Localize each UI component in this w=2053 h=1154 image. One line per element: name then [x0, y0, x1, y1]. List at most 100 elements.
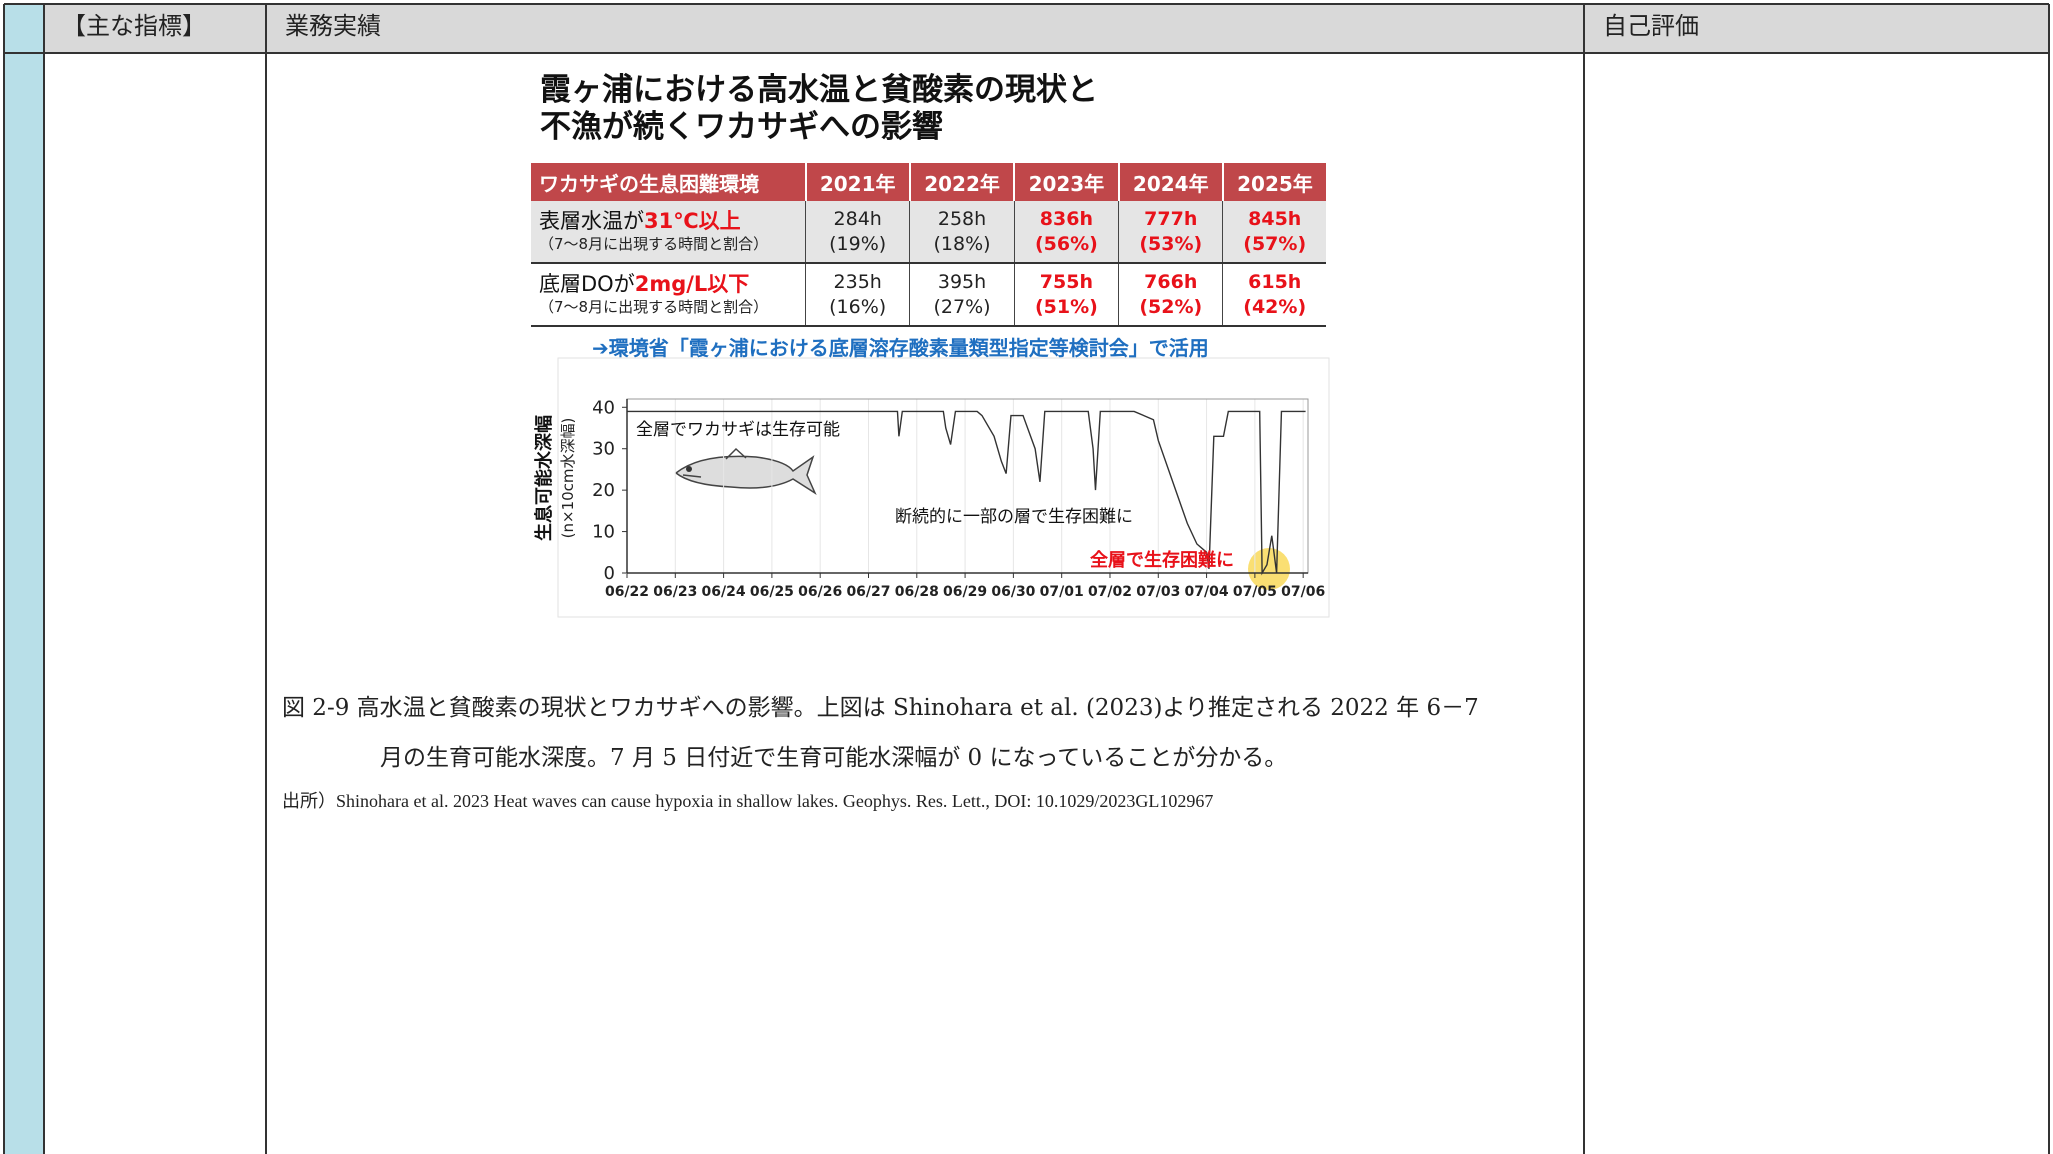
border: [43, 4, 45, 1154]
header-cell: 【主な指標】: [62, 12, 206, 40]
cell-text: 615h: [1248, 270, 1302, 293]
x-tick-label: 06/22: [605, 584, 649, 600]
table-header-cell: 2021年: [804, 163, 910, 201]
annotation: 全層で生存困難に: [1090, 549, 1234, 571]
table-cell: 755h (51%): [1013, 263, 1119, 327]
label-text: 表層水温が: [539, 209, 644, 233]
cell-text: (27%): [933, 295, 991, 318]
table-header: ワカサギの生息困難環境 2021年 2022年 2023年 2024年 2025年: [531, 163, 1326, 201]
chart-frame: [557, 357, 1330, 618]
cursor-highlight: [1248, 548, 1290, 590]
x-tick-label: 07/02: [1088, 584, 1132, 600]
title-line: 霞ヶ浦における高水温と貧酸素の現状と: [540, 72, 1098, 108]
annotation: 全層でワカサギは生存可能: [636, 420, 840, 440]
data-line: [627, 410, 1306, 576]
chart: 06/22 06/23 06/24 06/25 06/26 06/27 06/28 06/29…: [533, 357, 1330, 618]
row-label-text: 底層DOが2mg/L以下: [539, 272, 749, 296]
cell-text: 777h: [1144, 207, 1198, 230]
y-tick-label: 10: [592, 522, 615, 543]
annotation: 断続的に一部の層で生存困難に: [895, 507, 1133, 527]
y-axis-sublabel: (n×10cm水深幅): [559, 418, 577, 539]
cell-text: 836h: [1039, 207, 1093, 230]
y-tick-label: 20: [592, 480, 615, 501]
cell-text: (19%): [829, 232, 887, 255]
side-band: [4, 4, 43, 1154]
cell-text: (51%): [1034, 295, 1098, 318]
figure-table: ワカサギの生息困難環境 2021年 2022年 2023年 2024年 2025年 表層水…: [531, 163, 1326, 327]
border: [4, 3, 2049, 5]
header-cell: 業務実績: [285, 12, 381, 40]
row-label: 表層水温が31℃以上 （7〜8月に出現する時間と割合）: [531, 201, 806, 264]
y-tick-label: 40: [592, 397, 615, 418]
source: 出所）Shinohara et al. 2023 Heat waves can …: [282, 791, 1214, 811]
x-tick-label: 06/28: [895, 584, 939, 600]
row-label-text: 表層水温が31℃以上: [539, 209, 741, 233]
border: [4, 52, 2049, 54]
x-tick-label: 07/06: [1281, 584, 1325, 600]
label-emphasis: 31℃以上: [644, 209, 741, 233]
cell-text: (18%): [933, 232, 991, 255]
fish-icon: [674, 447, 817, 495]
table-cell: 836h (56%): [1013, 201, 1119, 264]
figure-note: ➔環境省「霞ヶ浦における底層溶存酸素量類型指定等検討会」で活用: [592, 336, 1209, 360]
table-cell: 258h (18%): [909, 201, 1015, 264]
header-cell: 自己評価: [1603, 12, 1699, 40]
row-note: （7〜8月に出現する時間と割合）: [539, 298, 769, 316]
y-tick-label: 0: [604, 563, 615, 584]
label-emphasis: 2mg/L以下: [634, 272, 750, 296]
table-cell: 235h (16%): [804, 263, 910, 327]
y-tick-label: 30: [592, 439, 615, 460]
cell-text: 766h: [1144, 270, 1198, 293]
x-tick-label: 07/01: [1040, 584, 1084, 600]
x-tick-label: 06/26: [798, 584, 842, 600]
table-cell: 845h (57%): [1222, 201, 1326, 264]
table-cell: 766h (52%): [1118, 263, 1223, 327]
caption-line: 図 2-9 高水温と貧酸素の現状とワカサギへの影響。上図は Shinohara …: [282, 695, 1479, 721]
border: [3, 4, 5, 1154]
border: [1583, 4, 1585, 1154]
label-text: 底層DOが: [539, 272, 635, 296]
cell-text: 755h: [1039, 270, 1093, 293]
title-line: 不漁が続くワカサギへの影響: [540, 109, 943, 145]
header-row: [43, 4, 2049, 52]
x-tick-label: 06/23: [653, 584, 697, 600]
x-tick-label: 06/27: [846, 584, 890, 600]
table-cell: 284h (19%): [804, 201, 910, 264]
cell-text: (42%): [1243, 295, 1307, 318]
y-axis-label: 生息可能水深幅: [533, 415, 555, 541]
table-row: 底層DOが2mg/L以下 （7〜8月に出現する時間と割合） 235h (16%) 395…: [531, 263, 1326, 327]
x-tick-label: 06/24: [702, 584, 746, 600]
x-tick-label: 07/04: [1185, 584, 1229, 600]
row-note: （7〜8月に出現する時間と割合）: [539, 235, 769, 253]
cell-text: 284h: [833, 207, 882, 230]
cell-text: 395h: [937, 270, 987, 293]
table-cell: 615h (42%): [1222, 263, 1326, 327]
cell-text: (57%): [1243, 232, 1307, 255]
caption-line: 月の生育可能水深度。7 月 5 日付近で生育可能水深幅が 0 になっていることが…: [380, 745, 1288, 771]
x-tick-label: 06/25: [750, 584, 794, 600]
annotation-box: 全層でワカサギは生存可能: [636, 420, 840, 440]
border: [2048, 4, 2050, 1154]
x-tick-label: 06/29: [943, 584, 987, 600]
cell-text: (56%): [1034, 232, 1098, 255]
table-header-cell: 2025年: [1221, 163, 1326, 201]
table-header-cell: 2024年: [1117, 163, 1223, 201]
cell-text: 235h: [833, 270, 882, 293]
table-header-cell: 2022年: [908, 163, 1015, 201]
cell-text: (53%): [1139, 232, 1203, 255]
table-header-cell: 2023年: [1013, 163, 1119, 201]
table-cell: 395h (27%): [909, 263, 1015, 327]
table-header-cell: ワカサギの生息困難環境: [531, 163, 806, 201]
border: [265, 4, 267, 1154]
x-tick-label: 06/30: [991, 584, 1035, 600]
x-tick-label: 07/05: [1233, 584, 1277, 600]
table-cell: 777h (53%): [1118, 201, 1223, 264]
cell-text: 845h: [1248, 207, 1302, 230]
cell-text: (52%): [1139, 295, 1203, 318]
x-tick-label: 07/03: [1136, 584, 1180, 600]
cell-text: (16%): [829, 295, 887, 318]
table-row: 表層水温が31℃以上 （7〜8月に出現する時間と割合） 284h (19%) 258h(…: [531, 201, 1326, 264]
figure-title: 霞ヶ浦における高水温と貧酸素の現状と 不漁が続くワカサギへの影響: [540, 72, 1098, 146]
row-label: 底層DOが2mg/L以下 （7〜8月に出現する時間と割合）: [531, 263, 806, 327]
